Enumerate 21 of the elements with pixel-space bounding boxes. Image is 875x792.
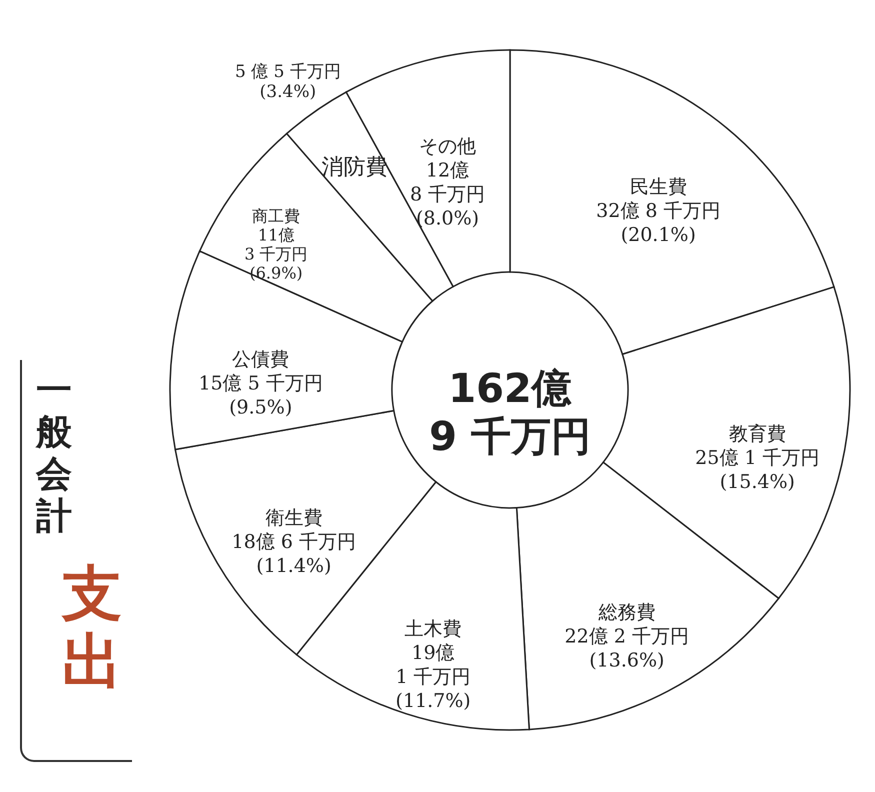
slice-label: 総務費 [597,601,656,624]
data-label: 5 億 5 千万円 (3.4%) [234,62,341,102]
data-label: 11億 3 千万円 (6.9%) [244,226,308,283]
slice-label: その他 [419,136,476,158]
slice-label: 衛生費 [265,506,322,529]
text: 支出 [62,559,122,697]
data-label: 32億 8 千万円 (20.1%) [596,200,720,246]
slice-label: 土木費 [404,618,462,640]
data-label: 19億 1 千万円 (11.7%) [396,642,471,712]
data-label: 22億 2 千万円 (13.6%) [564,625,690,672]
data-label: 12億 8 千万円 (8.0%) [410,160,486,230]
slice-label: 教育費 [728,422,786,445]
data-label: 18億 6 千万円 (11.4%) [232,530,356,577]
slice-label: 公債費 [232,348,290,370]
slice-label: 民生費 [630,176,687,198]
data-label: 25億 1 千万円 (15.4%) [695,446,820,493]
slice-label: 消防費 [321,154,388,180]
slice-label: 商工費 [252,206,300,226]
data-label: 15億 5 千万円 (9.5%) [198,372,323,418]
text: 162億 9 千万円 [429,366,591,460]
text: 一般会計 [36,370,72,538]
